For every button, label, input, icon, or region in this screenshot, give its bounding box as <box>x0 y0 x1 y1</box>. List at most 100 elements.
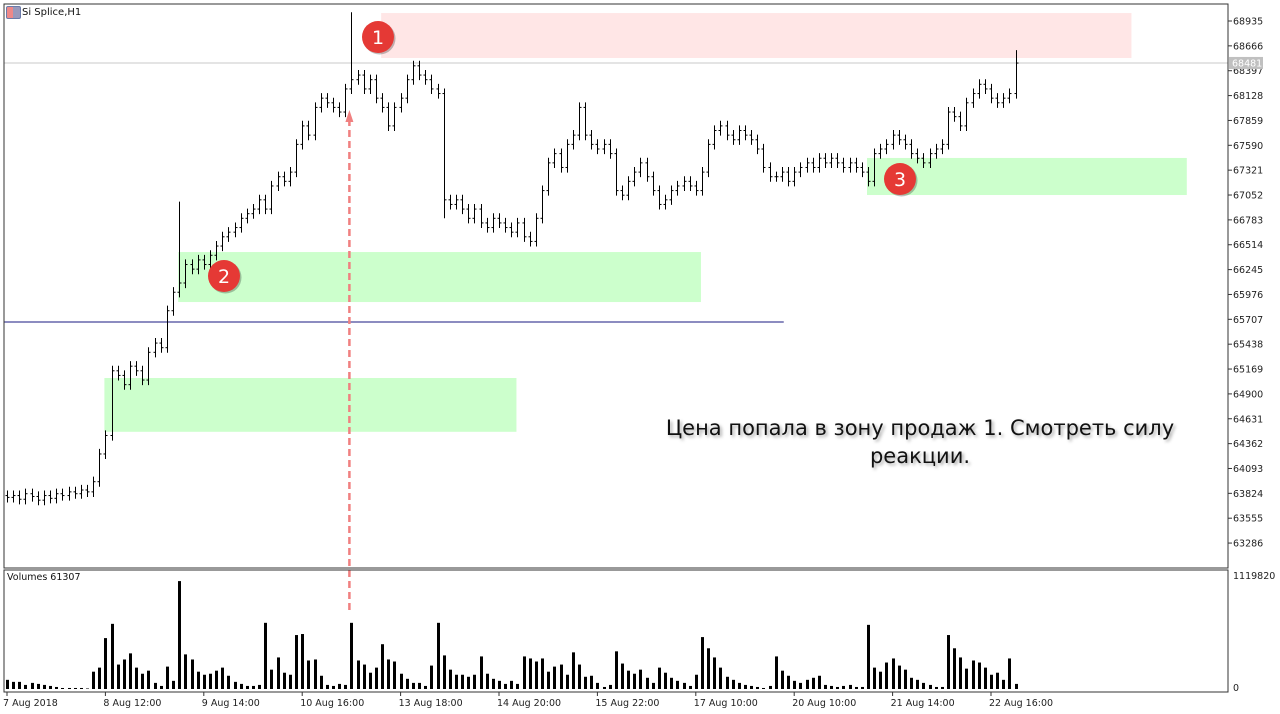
volume-bar <box>793 680 796 689</box>
price-bar <box>565 139 570 173</box>
volume-bar <box>111 623 114 689</box>
y-tick-label: 64362 <box>1233 439 1263 450</box>
volume-bar <box>584 676 587 689</box>
volume-bar <box>603 686 606 689</box>
price-bar <box>239 213 244 233</box>
price-bar <box>737 125 742 145</box>
volume-bar <box>191 659 194 689</box>
volume-bar <box>314 659 317 689</box>
price-bar <box>928 148 933 168</box>
volume-bar <box>43 684 46 689</box>
price-bar <box>546 157 551 196</box>
price-bar <box>257 194 262 215</box>
volume-bar <box>289 674 292 689</box>
price-bar <box>17 490 22 505</box>
volume-bar <box>769 685 772 689</box>
volume-bar <box>830 685 833 689</box>
price-bar <box>429 74 434 95</box>
chart-title: Si Splice,H1 <box>22 7 82 18</box>
volume-bar <box>689 685 692 689</box>
price-bar <box>657 185 662 210</box>
volume-bar <box>418 682 421 689</box>
volume-bar <box>227 675 230 689</box>
y-tick-label: 68397 <box>1233 66 1263 77</box>
price-bar <box>54 488 59 504</box>
price-bar <box>276 171 281 192</box>
y-tick-label: 65976 <box>1233 290 1263 301</box>
price-bar <box>841 157 846 173</box>
price-bar <box>983 79 988 95</box>
current-price-label: 68481 <box>1232 58 1262 69</box>
volume-bar <box>516 683 519 689</box>
price-bar <box>159 337 164 353</box>
volume-bar <box>836 686 839 689</box>
marker-circle <box>362 21 394 53</box>
price-bar <box>805 157 810 173</box>
price-bar <box>645 157 650 182</box>
x-tick-label: 13 Aug 18:00 <box>399 698 463 709</box>
volume-bar <box>726 676 729 689</box>
y-tick-label: 66783 <box>1233 215 1263 226</box>
price-bar <box>503 217 508 233</box>
volume-bar <box>941 686 944 689</box>
volume-bar <box>1002 679 1005 689</box>
volume-bar <box>406 678 409 689</box>
volume-bar <box>258 684 261 689</box>
volume-bar <box>818 675 821 689</box>
volume-bar <box>92 671 95 689</box>
price-bar <box>921 153 926 168</box>
volume-bar <box>861 686 864 689</box>
volume-bar <box>510 680 513 689</box>
price-bar <box>712 125 717 150</box>
volume-bar <box>234 681 237 689</box>
volume-bar <box>37 683 40 689</box>
y-tick-label: 68935 <box>1233 17 1263 28</box>
volume-bar <box>529 658 532 689</box>
price-bar <box>534 213 539 247</box>
volume-bar <box>295 635 298 689</box>
price-bar <box>891 130 896 150</box>
volume-bar <box>61 687 64 689</box>
price-bar <box>153 337 158 358</box>
price-bar <box>202 254 207 270</box>
volume-bar <box>320 675 323 689</box>
volume-bar <box>31 682 34 689</box>
volume-bar <box>756 686 759 689</box>
price-bar <box>282 171 287 187</box>
volume-bar <box>885 662 888 689</box>
price-bar <box>171 287 176 316</box>
chart-window-icon <box>6 6 21 19</box>
volume-bar <box>873 667 876 689</box>
volume-bar <box>978 662 981 689</box>
price-bar <box>214 240 219 261</box>
price-bar <box>263 194 268 215</box>
volume-bar <box>965 668 968 689</box>
price-bar <box>362 69 367 95</box>
y-tick-label: 65438 <box>1233 340 1263 351</box>
volume-bar <box>252 685 255 689</box>
volume-bar <box>898 665 901 689</box>
price-bar <box>946 106 951 150</box>
price-bar <box>608 139 613 159</box>
price-bar <box>331 97 336 113</box>
price-bar <box>792 167 797 187</box>
price-bar <box>638 157 643 178</box>
price-bar <box>60 488 65 501</box>
price-bar <box>306 120 311 141</box>
volume-bar <box>695 674 698 689</box>
price-bar <box>48 490 53 504</box>
marker-circle <box>208 260 240 292</box>
price-bar <box>749 130 754 145</box>
price-bar <box>620 185 625 201</box>
price-bar <box>460 194 465 215</box>
price-bar <box>411 60 416 85</box>
volume-bar <box>375 667 378 689</box>
volume-bar <box>615 651 618 689</box>
price-bar <box>540 185 545 224</box>
volume-bar <box>621 663 624 689</box>
volume-bar <box>24 684 27 689</box>
price-bar <box>823 153 828 168</box>
price-bar <box>718 120 723 136</box>
